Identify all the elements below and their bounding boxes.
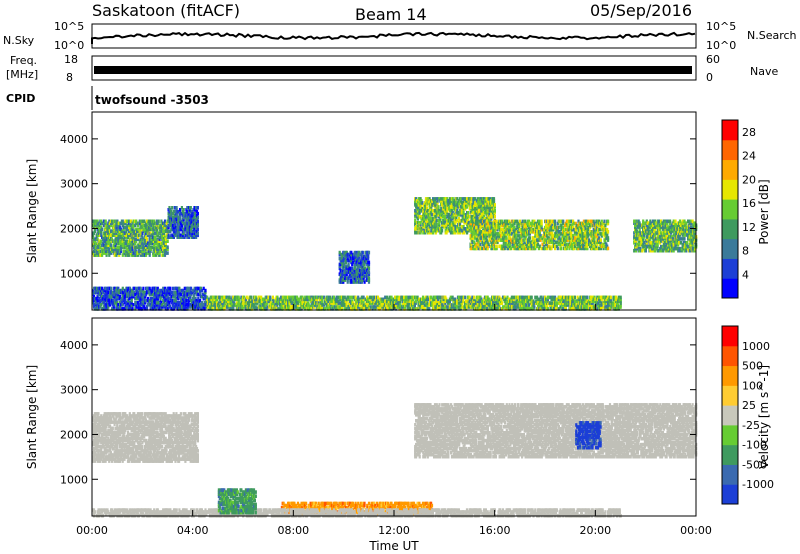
range-gate-cell <box>197 232 199 236</box>
nsearch-label: N.Search <box>747 29 797 42</box>
range-gate-cell <box>541 220 543 224</box>
nave-label: Nave <box>750 65 778 78</box>
nsearch-tick-bottom: 10^0 <box>706 39 736 52</box>
freq-label: Freq. <box>10 54 37 67</box>
freq-tick-top: 18 <box>64 53 78 66</box>
nave-tick-bottom: 0 <box>706 71 713 84</box>
range-gate-cell <box>171 206 173 210</box>
range-gate-cell <box>496 245 498 249</box>
range-gate-cell <box>197 212 199 216</box>
freq-unit: [MHz] <box>6 68 38 81</box>
nsky-trace <box>92 33 695 44</box>
range-gate-cell <box>167 251 169 255</box>
range-gate-cell <box>683 237 685 241</box>
range-gate-cell <box>494 209 496 213</box>
nsky-tick-top: 10^5 <box>54 20 84 33</box>
range-gate-cell <box>669 220 671 224</box>
nsearch-tick-top: 10^5 <box>706 20 736 33</box>
range-gate-cell <box>197 220 199 224</box>
range-gate-cell <box>562 220 564 224</box>
beam-title: Beam 14 <box>355 5 427 24</box>
range-gate-cell <box>158 220 160 224</box>
freq-band <box>94 66 692 74</box>
range-gate-cell <box>269 296 271 300</box>
range-gate-cell <box>607 220 609 224</box>
range-gate-cell <box>467 211 469 215</box>
nsky-label: N.Sky <box>3 34 35 47</box>
date-title: 05/Sep/2016 <box>590 1 692 20</box>
range-gate-cell <box>190 206 192 210</box>
range-gate-cell <box>197 206 199 210</box>
range-gate-cell <box>272 296 274 300</box>
range-gate-cell <box>470 230 472 234</box>
cpid-value: twofsound -3503 <box>95 93 209 107</box>
range-gate-cell <box>441 229 443 233</box>
range-gate-cell <box>607 236 609 240</box>
range-gate-cell <box>674 220 676 224</box>
range-gate-cell <box>494 215 496 219</box>
nsky-tick-bottom: 10^0 <box>54 39 84 52</box>
range-gate-cell <box>167 239 169 243</box>
range-gate-cell <box>101 228 103 232</box>
range-gate-cell <box>607 247 609 251</box>
range-gate-cell <box>146 237 148 241</box>
range-gate-cell <box>197 228 199 232</box>
range-gate-cell <box>110 243 112 247</box>
range-gate-cell <box>506 236 508 240</box>
range-gate-cell <box>197 216 199 220</box>
range-gate-cell <box>529 236 531 240</box>
range-gate-cell <box>494 203 496 207</box>
cpid-label: CPID <box>6 92 35 105</box>
range-gate-cell <box>557 247 559 251</box>
range-gate-cell <box>493 197 495 201</box>
range-gate-cell <box>250 296 252 300</box>
range-gate-cell <box>105 220 107 224</box>
nsky-line <box>92 33 695 44</box>
range-gate-cell <box>464 296 466 300</box>
range-gate-cell <box>607 230 609 234</box>
range-gate-cell <box>437 205 439 209</box>
range-gate-cell <box>560 247 562 251</box>
radar-summary-plot: Saskatoon (fitACF) Beam 14 05/Sep/2016 N… <box>0 0 800 554</box>
nave-tick-top: 60 <box>706 53 720 66</box>
range-gate-cell <box>686 241 688 245</box>
freq-trace <box>94 66 692 74</box>
power-heatmap <box>92 197 697 311</box>
range-gate-cell <box>176 206 178 210</box>
range-gate-cell <box>183 208 185 212</box>
range-gate-cell <box>600 238 602 242</box>
site-title: Saskatoon (fitACF) <box>92 1 240 20</box>
range-gate-cell <box>603 220 605 224</box>
range-gate-cell <box>167 245 169 249</box>
freq-tick-bottom: 8 <box>66 71 73 84</box>
range-gate-cell <box>554 220 556 224</box>
